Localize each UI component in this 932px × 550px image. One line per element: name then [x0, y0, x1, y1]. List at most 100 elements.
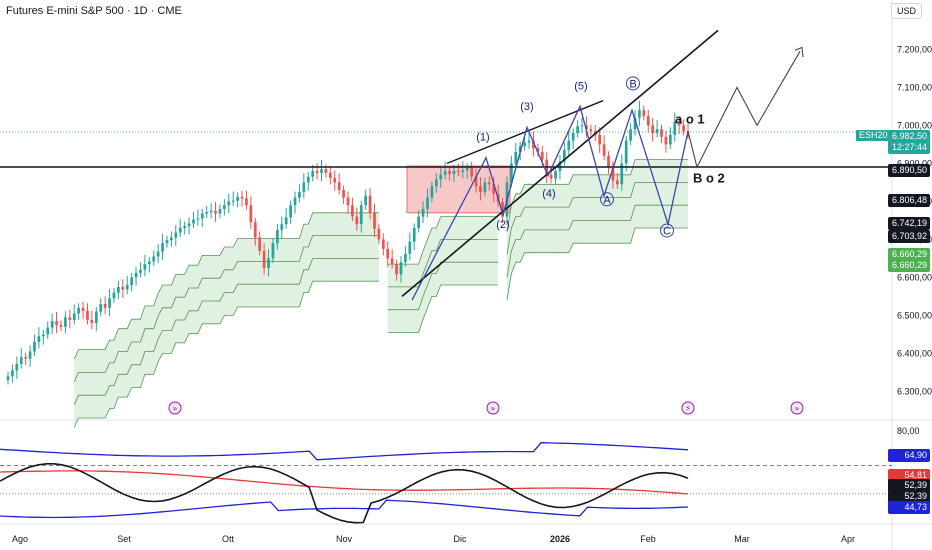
osc-tick-label: 80,00 — [897, 426, 920, 436]
support-band-line — [387, 284, 499, 333]
candle-body — [346, 197, 350, 206]
candle-body — [602, 144, 606, 156]
candle-body — [46, 327, 50, 335]
candle-body — [540, 152, 544, 160]
candle-body — [598, 134, 602, 145]
candle-body — [161, 243, 164, 252]
candle-body — [470, 167, 473, 177]
candle-body — [333, 177, 337, 183]
candle-body — [651, 125, 655, 133]
candle-body — [615, 180, 619, 185]
currency-button[interactable]: USD — [890, 3, 922, 19]
support-band-line — [73, 280, 379, 428]
projection-label-a1: a o 1 — [675, 112, 705, 127]
candle-body — [443, 171, 447, 175]
candle-body — [510, 163, 513, 183]
candle-body — [236, 196, 239, 201]
level-label: 6.703,92 — [888, 230, 930, 243]
candle-body — [271, 243, 275, 259]
support-band-line — [73, 258, 379, 405]
candle-body — [262, 250, 266, 268]
candle-body — [298, 191, 301, 198]
price-tick-label: 6.400,00 — [897, 348, 932, 358]
candle-body — [112, 292, 116, 299]
candle-body — [355, 216, 359, 225]
osc-lower-label: 44,73 — [888, 501, 930, 514]
candle-body — [421, 209, 425, 217]
candle-body — [412, 228, 416, 242]
time-tick-label: 2026 — [550, 534, 570, 544]
wave-label: (2) — [496, 219, 509, 231]
event-icon-glyph: ⚡ — [685, 404, 691, 413]
candle-body — [426, 197, 429, 209]
support-band-line — [387, 216, 499, 265]
candle-body — [320, 169, 323, 173]
candle-body — [448, 171, 451, 175]
price-tick-label: 7.000,00 — [897, 120, 932, 130]
candle-body — [6, 376, 10, 380]
price-tick-label: 7.100,00 — [897, 82, 932, 92]
candle-body — [178, 228, 182, 233]
candle-body — [130, 277, 133, 285]
wave-label: (4) — [542, 188, 555, 200]
price-tick-label: 7.200,00 — [897, 44, 932, 54]
candle-body — [386, 248, 390, 259]
candle-body — [214, 210, 217, 214]
candle-body — [359, 205, 363, 225]
candle-body — [139, 269, 142, 273]
candle-body — [655, 129, 659, 133]
wave-circle-label: C — [663, 225, 671, 237]
candle-body — [399, 262, 403, 275]
candle-body — [452, 171, 456, 175]
candle-body — [81, 307, 85, 311]
candle-body — [134, 272, 138, 278]
wave-label: (5) — [574, 80, 587, 92]
candle-body — [28, 351, 32, 359]
event-icon — [168, 401, 182, 415]
osc-signal-label: 54,81 — [888, 469, 930, 482]
candle-body — [439, 174, 443, 180]
candle-body — [218, 209, 222, 214]
candle-body — [284, 217, 288, 225]
candle-body — [673, 121, 677, 135]
candle-body — [245, 198, 248, 206]
candle-body — [117, 286, 120, 293]
time-tick-label: Mar — [734, 534, 750, 544]
support-band-line — [506, 227, 688, 301]
candle-body — [629, 129, 632, 141]
time-tick-label: Nov — [336, 534, 353, 544]
price-tick-label: 6.300,00 — [897, 386, 932, 396]
event-icon — [486, 401, 500, 415]
candle-body — [576, 126, 579, 133]
candle-body — [580, 125, 584, 127]
time-tick-label: Apr — [841, 534, 855, 544]
candle-body — [558, 161, 562, 171]
elliott-wave-path — [411, 104, 689, 301]
candle-body — [37, 336, 41, 342]
candle-body — [306, 176, 310, 183]
candle-body — [465, 167, 469, 171]
candle-body — [94, 311, 98, 323]
candle-body — [474, 176, 478, 187]
candle-body — [223, 205, 226, 209]
support-band-line — [73, 212, 379, 360]
candle-body — [99, 304, 103, 312]
time-tick-label: Feb — [640, 534, 656, 544]
candle-body — [364, 195, 368, 206]
candle-body — [567, 140, 571, 151]
candle-body — [183, 226, 186, 228]
candle-body — [170, 237, 173, 241]
candle-body — [19, 357, 23, 365]
candle-body — [15, 364, 19, 371]
candle-body — [487, 182, 491, 185]
candle-body — [55, 321, 58, 325]
candle-body — [324, 169, 328, 173]
candle-body — [368, 195, 372, 213]
wave-label: (1) — [476, 132, 489, 144]
candle-body — [125, 285, 129, 290]
candle-body — [554, 171, 557, 179]
candle-body — [523, 142, 526, 147]
support-band-line — [506, 182, 688, 255]
